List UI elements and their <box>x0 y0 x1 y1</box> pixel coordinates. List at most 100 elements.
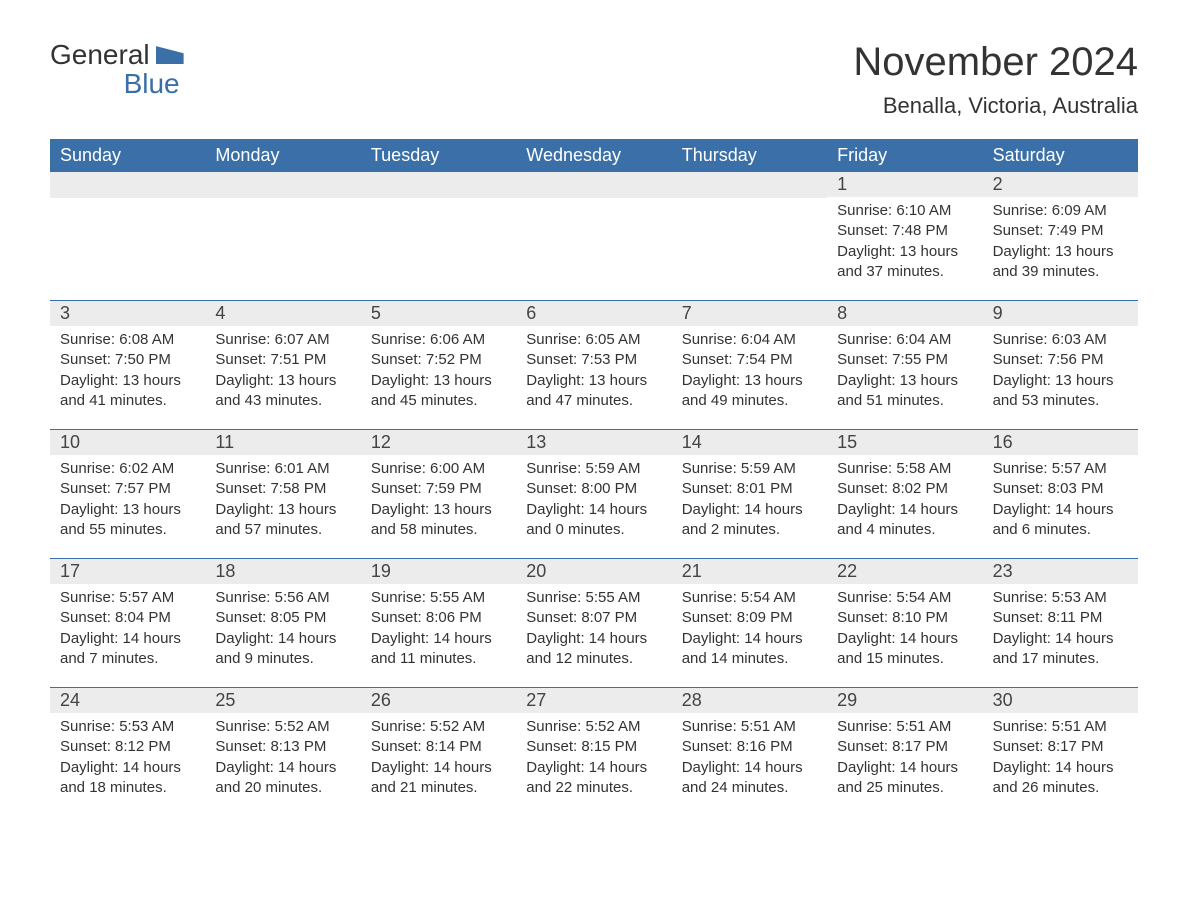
sunset-value: Sunset: 8:12 PM <box>60 737 195 757</box>
sunrise-value: Sunrise: 6:09 AM <box>993 201 1128 221</box>
day-header-row: Sunday Monday Tuesday Wednesday Thursday… <box>50 139 1138 172</box>
sunrise-value: Sunrise: 6:07 AM <box>215 330 350 350</box>
day-header: Sunday <box>50 139 205 172</box>
daylight-value: Daylight: 14 hours and 22 minutes. <box>526 758 661 799</box>
sunrise-value: Sunrise: 5:57 AM <box>60 588 195 608</box>
calendar-cell: 14Sunrise: 5:59 AMSunset: 8:01 PMDayligh… <box>672 430 827 558</box>
day-details: Sunrise: 6:02 AMSunset: 7:57 PMDaylight:… <box>50 455 205 546</box>
sunrise-value: Sunrise: 5:53 AM <box>60 717 195 737</box>
day-details: Sunrise: 5:52 AMSunset: 8:15 PMDaylight:… <box>516 713 671 804</box>
sunset-value: Sunset: 8:09 PM <box>682 608 817 628</box>
daylight-value: Daylight: 14 hours and 12 minutes. <box>526 629 661 670</box>
sunset-value: Sunset: 8:17 PM <box>993 737 1128 757</box>
calendar-cell: 24Sunrise: 5:53 AMSunset: 8:12 PMDayligh… <box>50 688 205 816</box>
logo-text-general: General <box>50 40 150 69</box>
sunrise-value: Sunrise: 5:55 AM <box>526 588 661 608</box>
daylight-value: Daylight: 14 hours and 24 minutes. <box>682 758 817 799</box>
sunrise-value: Sunrise: 6:04 AM <box>682 330 817 350</box>
daylight-value: Daylight: 13 hours and 43 minutes. <box>215 371 350 412</box>
day-details: Sunrise: 5:53 AMSunset: 8:12 PMDaylight:… <box>50 713 205 804</box>
sunset-value: Sunset: 8:07 PM <box>526 608 661 628</box>
sunset-value: Sunset: 8:06 PM <box>371 608 506 628</box>
calendar: Sunday Monday Tuesday Wednesday Thursday… <box>50 139 1138 816</box>
calendar-cell: 9Sunrise: 6:03 AMSunset: 7:56 PMDaylight… <box>983 301 1138 429</box>
calendar-cell: 29Sunrise: 5:51 AMSunset: 8:17 PMDayligh… <box>827 688 982 816</box>
daylight-value: Daylight: 14 hours and 18 minutes. <box>60 758 195 799</box>
calendar-cell: 23Sunrise: 5:53 AMSunset: 8:11 PMDayligh… <box>983 559 1138 687</box>
sunrise-value: Sunrise: 6:10 AM <box>837 201 972 221</box>
calendar-week: 1Sunrise: 6:10 AMSunset: 7:48 PMDaylight… <box>50 172 1138 300</box>
sunrise-value: Sunrise: 5:51 AM <box>682 717 817 737</box>
day-details: Sunrise: 6:10 AMSunset: 7:48 PMDaylight:… <box>827 197 982 288</box>
daylight-value: Daylight: 14 hours and 11 minutes. <box>371 629 506 670</box>
day-details: Sunrise: 5:59 AMSunset: 8:00 PMDaylight:… <box>516 455 671 546</box>
calendar-cell: 8Sunrise: 6:04 AMSunset: 7:55 PMDaylight… <box>827 301 982 429</box>
sunset-value: Sunset: 8:02 PM <box>837 479 972 499</box>
day-details: Sunrise: 5:58 AMSunset: 8:02 PMDaylight:… <box>827 455 982 546</box>
sunrise-value: Sunrise: 5:58 AM <box>837 459 972 479</box>
calendar-cell: 6Sunrise: 6:05 AMSunset: 7:53 PMDaylight… <box>516 301 671 429</box>
calendar-cell: 26Sunrise: 5:52 AMSunset: 8:14 PMDayligh… <box>361 688 516 816</box>
sunset-value: Sunset: 8:00 PM <box>526 479 661 499</box>
daylight-value: Daylight: 13 hours and 55 minutes. <box>60 500 195 541</box>
day-details: Sunrise: 6:03 AMSunset: 7:56 PMDaylight:… <box>983 326 1138 417</box>
calendar-cell <box>672 172 827 300</box>
sunrise-value: Sunrise: 6:08 AM <box>60 330 195 350</box>
day-details: Sunrise: 6:09 AMSunset: 7:49 PMDaylight:… <box>983 197 1138 288</box>
calendar-cell <box>50 172 205 300</box>
calendar-cell: 7Sunrise: 6:04 AMSunset: 7:54 PMDaylight… <box>672 301 827 429</box>
calendar-cell <box>205 172 360 300</box>
day-number: 19 <box>361 559 516 584</box>
day-details: Sunrise: 5:56 AMSunset: 8:05 PMDaylight:… <box>205 584 360 675</box>
day-header: Wednesday <box>516 139 671 172</box>
calendar-cell: 13Sunrise: 5:59 AMSunset: 8:00 PMDayligh… <box>516 430 671 558</box>
header: General Blue November 2024 Benalla, Vict… <box>50 40 1138 119</box>
sunset-value: Sunset: 8:16 PM <box>682 737 817 757</box>
daylight-value: Daylight: 13 hours and 45 minutes. <box>371 371 506 412</box>
sunrise-value: Sunrise: 5:57 AM <box>993 459 1128 479</box>
sunset-value: Sunset: 7:51 PM <box>215 350 350 370</box>
sunset-value: Sunset: 8:01 PM <box>682 479 817 499</box>
day-header: Monday <box>205 139 360 172</box>
sunset-value: Sunset: 7:52 PM <box>371 350 506 370</box>
day-number: 3 <box>50 301 205 326</box>
day-details: Sunrise: 5:55 AMSunset: 8:06 PMDaylight:… <box>361 584 516 675</box>
calendar-cell: 10Sunrise: 6:02 AMSunset: 7:57 PMDayligh… <box>50 430 205 558</box>
day-details: Sunrise: 6:08 AMSunset: 7:50 PMDaylight:… <box>50 326 205 417</box>
calendar-cell: 1Sunrise: 6:10 AMSunset: 7:48 PMDaylight… <box>827 172 982 300</box>
day-number: 8 <box>827 301 982 326</box>
sunset-value: Sunset: 7:49 PM <box>993 221 1128 241</box>
day-number <box>361 172 516 198</box>
daylight-value: Daylight: 13 hours and 37 minutes. <box>837 242 972 283</box>
daylight-value: Daylight: 14 hours and 14 minutes. <box>682 629 817 670</box>
calendar-cell: 16Sunrise: 5:57 AMSunset: 8:03 PMDayligh… <box>983 430 1138 558</box>
day-details: Sunrise: 6:04 AMSunset: 7:55 PMDaylight:… <box>827 326 982 417</box>
calendar-cell: 20Sunrise: 5:55 AMSunset: 8:07 PMDayligh… <box>516 559 671 687</box>
day-number: 22 <box>827 559 982 584</box>
day-details: Sunrise: 5:57 AMSunset: 8:03 PMDaylight:… <box>983 455 1138 546</box>
day-number: 16 <box>983 430 1138 455</box>
title-block: November 2024 Benalla, Victoria, Austral… <box>853 40 1138 119</box>
daylight-value: Daylight: 14 hours and 25 minutes. <box>837 758 972 799</box>
weeks-container: 1Sunrise: 6:10 AMSunset: 7:48 PMDaylight… <box>50 172 1138 816</box>
calendar-cell <box>516 172 671 300</box>
calendar-cell <box>361 172 516 300</box>
day-number: 15 <box>827 430 982 455</box>
sunrise-value: Sunrise: 6:02 AM <box>60 459 195 479</box>
daylight-value: Daylight: 14 hours and 9 minutes. <box>215 629 350 670</box>
day-details: Sunrise: 5:54 AMSunset: 8:10 PMDaylight:… <box>827 584 982 675</box>
day-number: 5 <box>361 301 516 326</box>
day-number: 12 <box>361 430 516 455</box>
sunrise-value: Sunrise: 5:51 AM <box>837 717 972 737</box>
sunrise-value: Sunrise: 5:53 AM <box>993 588 1128 608</box>
daylight-value: Daylight: 14 hours and 4 minutes. <box>837 500 972 541</box>
calendar-cell: 28Sunrise: 5:51 AMSunset: 8:16 PMDayligh… <box>672 688 827 816</box>
sunrise-value: Sunrise: 5:52 AM <box>215 717 350 737</box>
day-number: 21 <box>672 559 827 584</box>
sunset-value: Sunset: 8:11 PM <box>993 608 1128 628</box>
calendar-cell: 30Sunrise: 5:51 AMSunset: 8:17 PMDayligh… <box>983 688 1138 816</box>
calendar-cell: 2Sunrise: 6:09 AMSunset: 7:49 PMDaylight… <box>983 172 1138 300</box>
sunset-value: Sunset: 8:14 PM <box>371 737 506 757</box>
daylight-value: Daylight: 13 hours and 53 minutes. <box>993 371 1128 412</box>
sunset-value: Sunset: 7:53 PM <box>526 350 661 370</box>
